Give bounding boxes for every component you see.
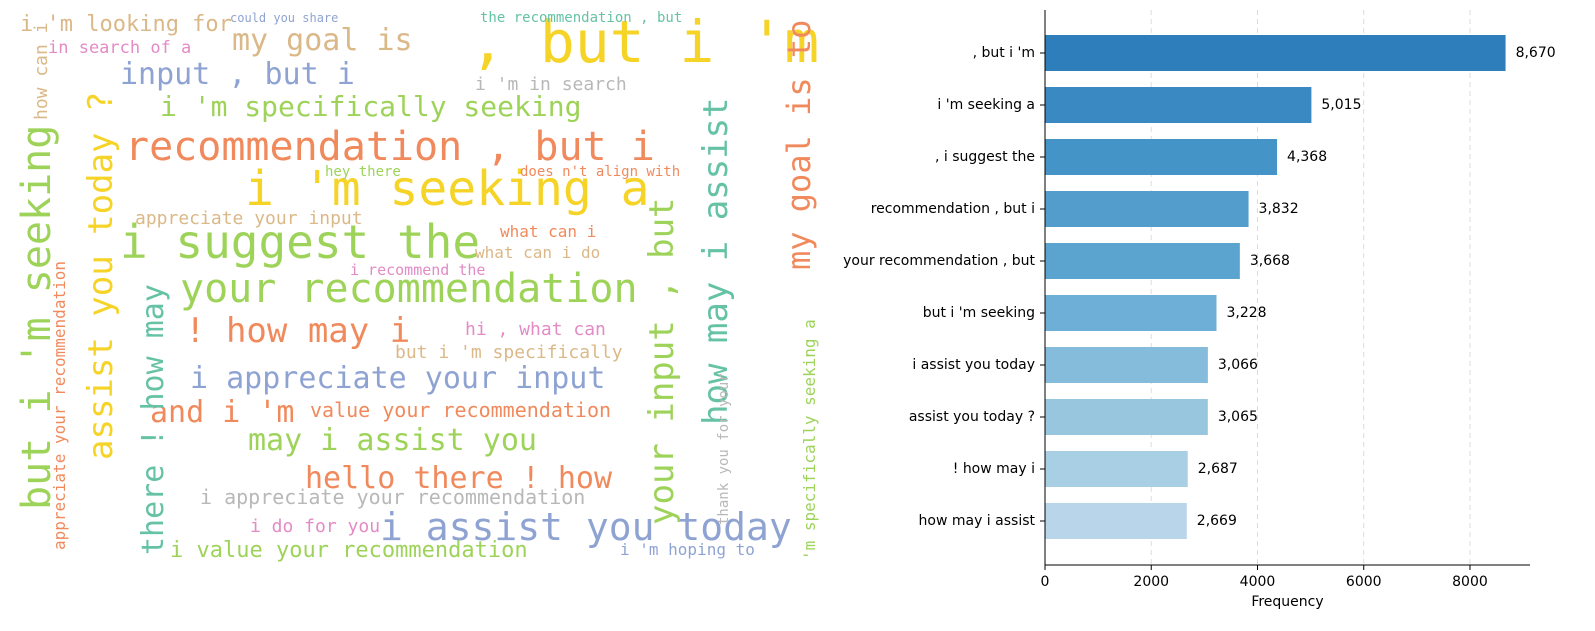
cloud-word: assist you today ? <box>81 92 121 460</box>
cloud-word: i suggest the <box>120 215 480 269</box>
x-tick-label: 0 <box>1041 574 1050 590</box>
cloud-word: recommendation , but i <box>125 124 655 170</box>
cloud-word: i 'm hoping to <box>620 540 755 559</box>
cloud-word: what can i do <box>475 243 600 262</box>
x-tick-label: 2000 <box>1133 574 1169 590</box>
cloud-word: i appreciate your recommendation <box>200 485 585 509</box>
cloud-word: input , but i <box>120 57 355 92</box>
value-label: 3,065 <box>1218 409 1258 425</box>
bar <box>1045 451 1188 487</box>
cloud-word: i value your recommendation <box>170 538 528 563</box>
cloud-word: how can i <box>31 22 52 120</box>
cloud-word: i 'm specifically seeking <box>160 90 581 123</box>
y-tick-label: assist you today ? <box>909 409 1035 425</box>
cloud-word: appreciate your recommendation <box>50 261 69 550</box>
cloud-word: appreciate your input <box>135 208 363 229</box>
value-label: 3,832 <box>1259 201 1299 217</box>
cloud-word: your recommendation <box>180 266 638 312</box>
y-tick-label: , i suggest the <box>935 149 1035 165</box>
cloud-word: may i assist you <box>248 423 537 458</box>
value-label: 2,669 <box>1197 513 1237 529</box>
y-tick-label: your recommendation , but <box>843 253 1035 269</box>
cloud-word: hi , what can <box>465 319 606 340</box>
x-tick-label: 8000 <box>1452 574 1488 590</box>
cloud-word: i 'm looking for <box>20 12 232 37</box>
cloud-word: i recommend the <box>350 261 485 279</box>
bar <box>1045 347 1208 383</box>
cloud-word: , but i 'm <box>470 8 819 76</box>
cloud-word: hey there <box>325 164 401 180</box>
cloud-word: thank you for your <box>716 373 732 525</box>
cloud-word: could you share <box>230 11 338 25</box>
y-tick-label: i assist you today <box>912 357 1035 373</box>
cloud-word: hello there ! how <box>305 461 613 496</box>
cloud-word: what can i <box>500 222 596 241</box>
bar <box>1045 87 1312 123</box>
cloud-word: does n't align with <box>520 164 680 180</box>
cloud-word: i assist you today <box>380 505 792 549</box>
cloud-word: but i 'm seeking <box>14 125 60 510</box>
y-tick-label: i 'm seeking a <box>937 97 1035 113</box>
bar <box>1045 399 1208 435</box>
cloud-word: the recommendation , but <box>480 10 682 26</box>
x-axis-title: Frequency <box>1251 594 1323 610</box>
cloud-word: there ! how may <box>136 284 171 555</box>
value-label: 5,015 <box>1321 97 1361 113</box>
value-label: 3,066 <box>1218 357 1258 373</box>
cloud-word: in search of a <box>48 38 191 58</box>
y-tick-label: ! how may i <box>953 461 1035 477</box>
value-label: 8,670 <box>1516 45 1556 61</box>
value-label: 3,228 <box>1226 305 1266 321</box>
cloud-word: i 'm in search <box>475 74 627 95</box>
cloud-word: i 'm seeking a <box>245 161 650 217</box>
cloud-word: i appreciate your input <box>190 361 605 396</box>
cloud-word: i do for you <box>250 516 380 537</box>
y-tick-label: recommendation , but i <box>871 201 1035 217</box>
y-tick-label: how may i assist <box>919 513 1036 529</box>
cloud-word: your input , but <box>642 197 682 525</box>
cloud-word: value your recommendation <box>310 398 611 422</box>
value-label: 4,368 <box>1287 149 1327 165</box>
bar <box>1045 139 1278 175</box>
x-tick-label: 4000 <box>1240 574 1276 590</box>
cloud-word: ! how may i <box>185 311 410 351</box>
value-label: 2,687 <box>1198 461 1238 477</box>
cloud-word: 'm specifically seeking a <box>800 319 819 560</box>
bar <box>1045 35 1506 71</box>
cloud-word: but i 'm specifically <box>395 342 623 363</box>
y-tick-label: , but i 'm <box>973 45 1035 61</box>
bar <box>1045 243 1240 279</box>
cloud-word: and i 'm <box>150 395 295 430</box>
x-tick-label: 6000 <box>1346 574 1382 590</box>
cloud-word: my goal is <box>232 23 413 58</box>
bar <box>1045 295 1217 331</box>
value-label: 3,668 <box>1250 253 1290 269</box>
y-tick-label: but i 'm seeking <box>923 305 1035 321</box>
cloud-word: my goal is to <box>780 20 818 270</box>
cloud-word: how may i assist <box>696 97 736 425</box>
bar-chart: 0 2000 4000 6000 8000 , but i 'm 8,670 i 'm see… <box>843 10 1556 610</box>
bar <box>1045 503 1187 539</box>
bar <box>1045 191 1249 227</box>
